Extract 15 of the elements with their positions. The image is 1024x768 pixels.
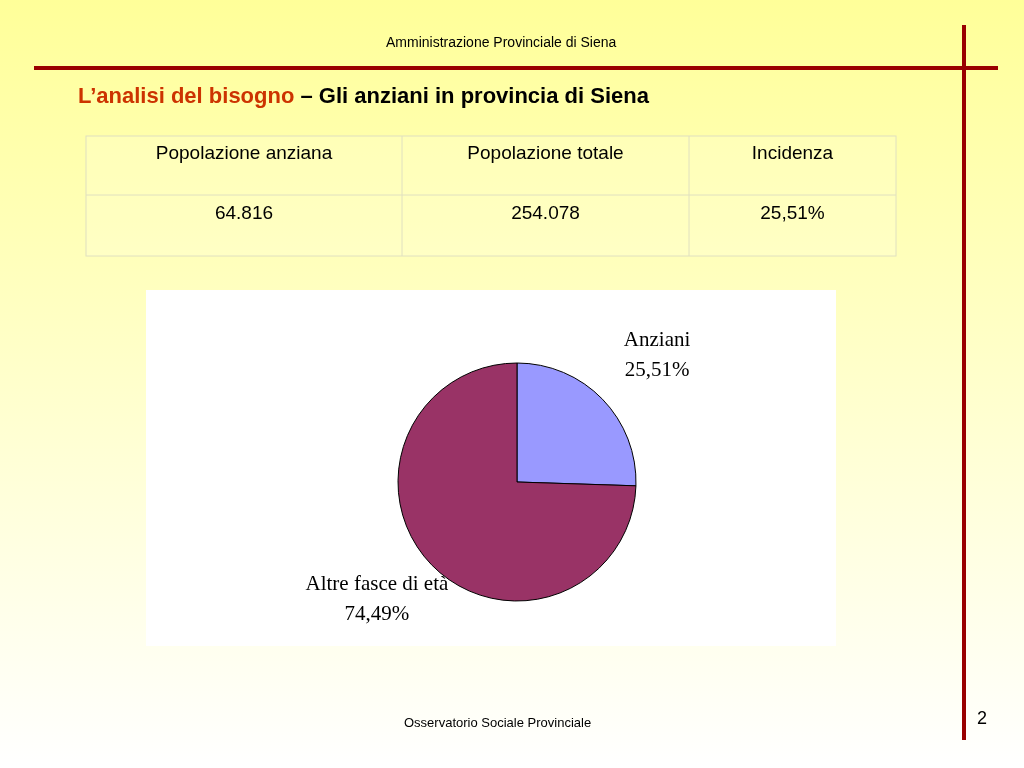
text: 64.816 — [214, 202, 274, 223]
text: Popolazione totale — [467, 142, 624, 163]
text: Incidenza — [751, 142, 834, 163]
text: Amministrazione Provinciale di Siena — [386, 34, 617, 50]
slice-label: Anziani — [623, 327, 691, 352]
slice-label: Altre fasce di età — [305, 570, 450, 595]
chart-subtitle: – Gli anziani in provincia di Siena — [294, 83, 650, 108]
text: 25,51% — [760, 202, 825, 223]
text: Osservatorio Sociale Provinciale — [404, 715, 592, 730]
data-label: 74,49% — [344, 600, 410, 625]
chart-title: L’analisi del bisogno — [78, 83, 295, 108]
text: Popolazione anziana — [155, 142, 333, 163]
text: 2 — [976, 708, 988, 728]
data-label: 25,51% — [624, 357, 690, 382]
text: 254.078 — [511, 202, 580, 223]
